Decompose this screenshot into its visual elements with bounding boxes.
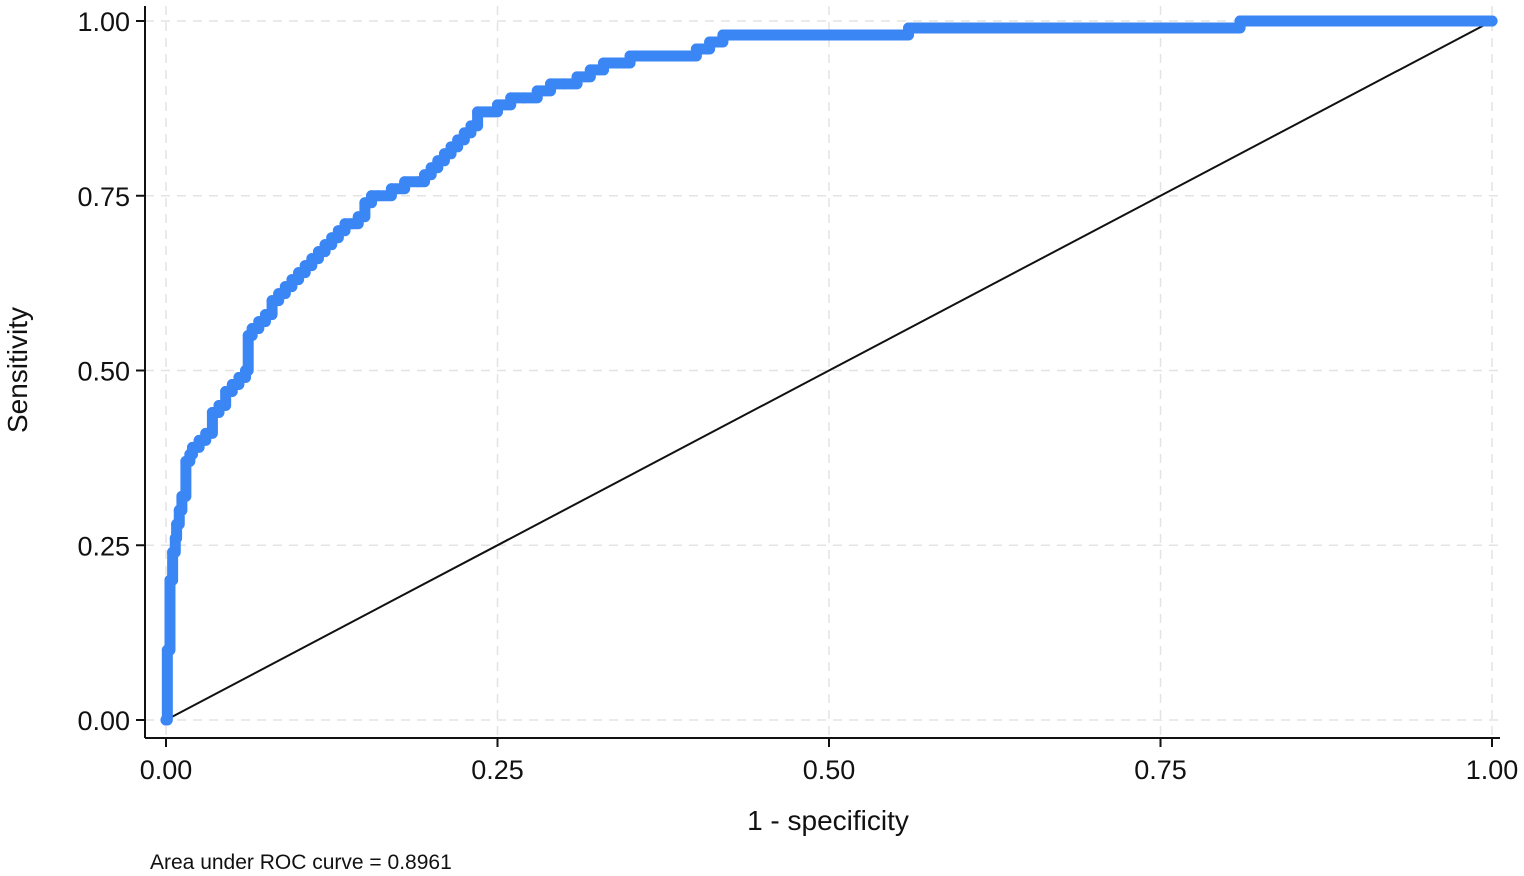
roc-point	[266, 295, 278, 307]
axis-ticks: 0.00 0.25 0.50 0.75 1.00 0.00 0.25 0.50 0.75 1.00	[77, 7, 1518, 785]
roc-point	[312, 246, 324, 258]
roc-point	[299, 260, 311, 272]
roc-point	[240, 365, 252, 376]
x-tick-label-4: 1.00	[1466, 755, 1519, 785]
x-axis-title: 1 - specificity	[747, 805, 909, 836]
roc-point	[584, 64, 596, 76]
roc-point	[419, 169, 431, 181]
roc-point	[1247, 15, 1259, 27]
x-tick-label-2: 0.50	[803, 755, 856, 785]
roc-point	[359, 197, 371, 209]
roc-point	[279, 281, 291, 293]
roc-point	[1486, 15, 1498, 27]
roc-point	[187, 441, 199, 453]
roc-point	[518, 92, 530, 104]
y-tick-label-0: 0.00	[77, 706, 130, 736]
roc-point	[213, 399, 225, 411]
series	[160, 15, 1498, 726]
roc-point	[167, 546, 179, 558]
roc-point	[253, 316, 265, 328]
y-tick-label-2: 0.50	[77, 357, 130, 387]
roc-point	[200, 427, 212, 439]
roc-point	[176, 490, 188, 502]
roc-point	[372, 190, 384, 202]
roc-point	[193, 434, 205, 446]
roc-point	[160, 714, 172, 726]
roc-point	[246, 323, 258, 335]
roc-point	[823, 29, 835, 41]
roc-point	[598, 57, 610, 69]
roc-point	[956, 22, 968, 34]
roc-point	[286, 274, 298, 286]
roc-point	[346, 218, 358, 230]
roc-point	[226, 378, 238, 390]
roc-point	[637, 50, 649, 62]
roc-point	[161, 644, 173, 656]
roc-point	[173, 504, 185, 516]
roc-point	[233, 371, 245, 383]
x-tick-label-0: 0.00	[140, 755, 193, 785]
roc-point	[1353, 15, 1365, 27]
roc-point	[664, 50, 676, 62]
roc-point	[171, 518, 183, 530]
roc-point	[412, 176, 424, 188]
x-tick-label-1: 0.25	[471, 755, 524, 785]
roc-point	[220, 385, 232, 397]
roc-point	[445, 141, 457, 153]
roc-point	[319, 239, 331, 251]
roc-point	[326, 232, 338, 244]
y-tick-label-3: 0.75	[77, 182, 130, 212]
roc-point	[1234, 15, 1246, 27]
roc-point	[505, 92, 517, 104]
roc-point	[432, 155, 444, 167]
roc-point	[492, 99, 503, 111]
roc-point	[169, 532, 181, 544]
roc-point	[531, 85, 543, 97]
roc-point	[438, 148, 450, 160]
x-tick-label-3: 0.75	[1134, 755, 1187, 785]
grid-lines	[145, 6, 1500, 738]
roc-point	[352, 211, 364, 223]
roc-point	[704, 36, 716, 48]
roc-point	[1221, 22, 1233, 34]
roc-point	[206, 406, 218, 418]
roc-point	[385, 183, 397, 195]
roc-point	[571, 71, 583, 83]
roc-point	[273, 288, 285, 300]
roc-point	[1088, 22, 1100, 34]
axes	[144, 6, 1500, 739]
roc-point	[717, 29, 729, 41]
roc-point	[903, 22, 915, 34]
roc-point	[259, 309, 271, 321]
roc-point	[399, 176, 411, 188]
roc-point	[465, 120, 477, 132]
roc-point	[332, 225, 344, 237]
auc-note: Area under ROC curve = 0.8961	[150, 851, 452, 874]
roc-point	[306, 253, 318, 265]
roc-point	[690, 43, 702, 55]
roc-point	[558, 78, 570, 90]
roc-point	[452, 134, 464, 146]
roc-point	[458, 127, 470, 139]
roc-point	[164, 574, 176, 586]
roc-point	[425, 162, 437, 174]
roc-point	[889, 29, 901, 41]
roc-point	[293, 267, 305, 279]
y-tick-label-4: 1.00	[77, 7, 130, 37]
roc-point	[472, 106, 484, 118]
reference-line	[165, 20, 1493, 721]
y-axis-title: Sensitivity	[2, 307, 33, 433]
roc-point	[611, 57, 623, 69]
roc-point	[743, 29, 755, 41]
roc-point	[624, 50, 636, 62]
y-tick-label-1: 0.25	[77, 531, 130, 561]
roc-point	[545, 78, 557, 90]
